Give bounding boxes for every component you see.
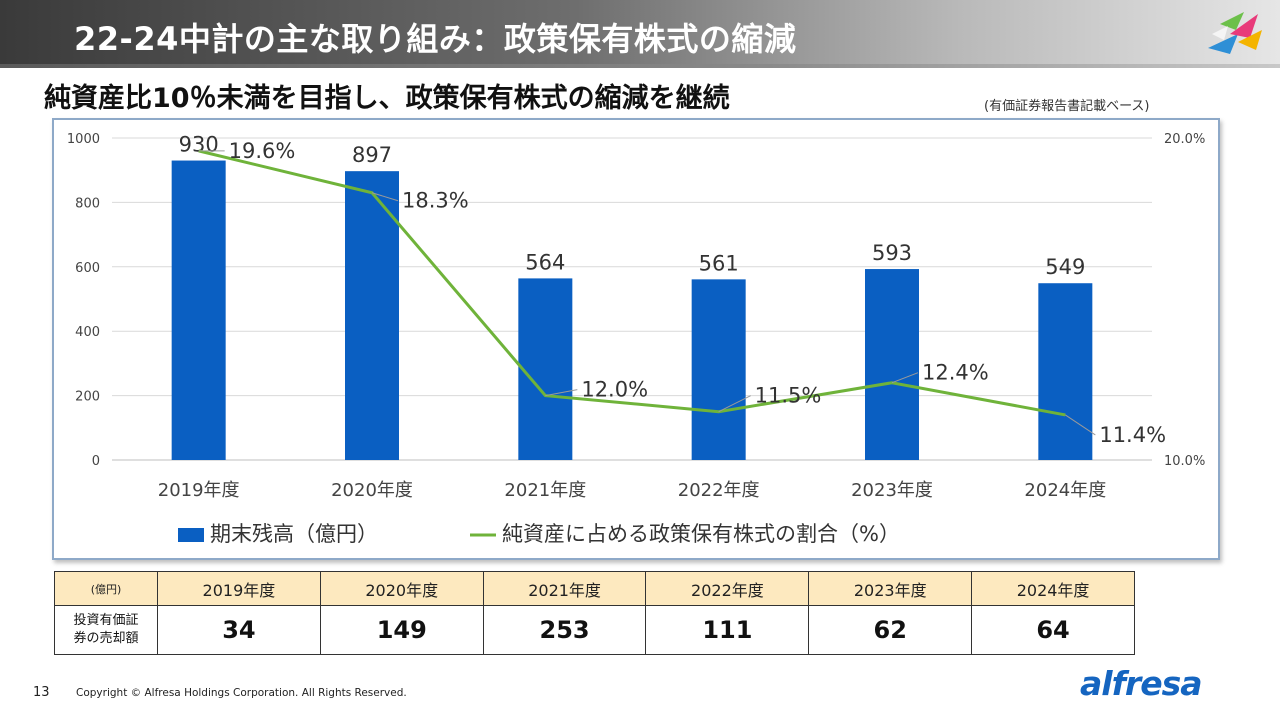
row-label-line: 券の売却額 (73, 631, 139, 646)
corporate-mark-icon (1208, 12, 1262, 54)
bar-value-label: 561 (699, 251, 739, 275)
sales-table-value: 64 (971, 605, 1135, 655)
leader-line (718, 395, 751, 413)
y-tick-label: 600 (75, 261, 100, 276)
y-tick-label: 800 (75, 196, 100, 211)
title-bar: 22-24中計の主な取り組み：政策保有株式の縮減 (0, 0, 1280, 68)
x-tick-label: 2021年度 (504, 480, 586, 501)
y-tick-label: 1000 (67, 132, 100, 147)
source-note: (有価証券報告書記載ベース) (984, 99, 1150, 114)
title-bar-accent (0, 64, 1280, 68)
y-tick-label: 400 (75, 325, 100, 340)
bar (345, 171, 399, 460)
bar (1038, 283, 1093, 460)
brand-logo: alfresa (1080, 664, 1203, 703)
sales-table-year: 2023年度 (808, 571, 973, 606)
legend-bar-swatch (178, 528, 204, 542)
y2-tick-label: 20.0% (1164, 132, 1205, 147)
sales-table-value: 149 (319, 605, 484, 655)
chart-frame (52, 118, 1220, 560)
y2-tick-label: 10.0% (1164, 454, 1205, 469)
page-subtitle: 純資産比10％未満を目指し、政策保有株式の縮減を継続 (44, 83, 730, 114)
sales-table-unit: (億円) (54, 571, 158, 606)
legend-bar-label: 期末残高（億円） (210, 522, 378, 546)
x-tick-label: 2022年度 (678, 480, 760, 501)
x-tick-label: 2023年度 (851, 480, 933, 501)
bar (865, 269, 919, 460)
securities-sales-table: (億円) 2019年度 2020年度 2021年度 2022年度 2023年度 … (54, 571, 1135, 655)
x-tick-label: 2024年度 (1024, 480, 1106, 501)
sales-table-year: 2024年度 (971, 571, 1135, 606)
line-value-label: 11.5% (755, 384, 822, 408)
leader-line (545, 389, 578, 397)
sales-table-value: 34 (157, 605, 321, 655)
line-value-label: 18.3% (402, 189, 469, 213)
sales-table-value: 62 (808, 605, 973, 655)
line-value-label: 12.0% (581, 378, 648, 402)
sales-table-value-row: 投資有価証 券の売却額 34 149 253 111 62 64 (54, 605, 1135, 655)
bar (691, 279, 746, 460)
sales-table-row-label: 投資有価証 券の売却額 (54, 605, 158, 655)
bar-value-label: 564 (525, 250, 565, 274)
leader-line (371, 192, 399, 202)
bar-value-label: 549 (1045, 255, 1085, 279)
x-tick-label: 2019年度 (158, 480, 240, 501)
sales-table-header-row: (億円) 2019年度 2020年度 2021年度 2022年度 2023年度 … (54, 571, 1135, 606)
sales-table-value: 253 (482, 605, 647, 655)
sales-table-year: 2022年度 (645, 571, 810, 606)
legend-line-label: 純資産に占める政策保有株式の割合（%） (502, 522, 900, 546)
bar (518, 278, 573, 460)
x-tick-label: 2020年度 (331, 480, 413, 501)
bar-value-label: 930 (179, 133, 219, 157)
ratio-line (198, 149, 1066, 417)
sales-table-year: 2021年度 (482, 571, 647, 606)
sales-table-year: 2020年度 (319, 571, 484, 606)
row-label-line: 投資有価証 (73, 613, 139, 628)
line-value-label: 12.4% (922, 361, 989, 385)
y-tick-label: 0 (92, 454, 100, 469)
line-value-label: 19.6% (229, 139, 296, 163)
bar-value-label: 593 (872, 241, 912, 265)
line-value-label: 11.4% (1099, 423, 1166, 447)
page-number: 13 (33, 685, 50, 700)
leader-line (1065, 414, 1096, 436)
sales-table-value: 111 (645, 605, 810, 655)
y-tick-label: 200 (75, 390, 100, 405)
page-title: 22-24中計の主な取り組み：政策保有株式の縮減 (74, 20, 797, 58)
bar (171, 160, 226, 460)
copyright-text: Copyright © Alfresa Holdings Corporation… (76, 687, 407, 699)
leader-line (891, 372, 919, 384)
policy-shareholdings-chart: 0 200 400 600 800 1000 10.0% 20.0% 930 2019年度 897 2… (67, 132, 1205, 546)
sales-table-year: 2019年度 (157, 571, 321, 606)
bar-value-label: 897 (352, 143, 392, 167)
